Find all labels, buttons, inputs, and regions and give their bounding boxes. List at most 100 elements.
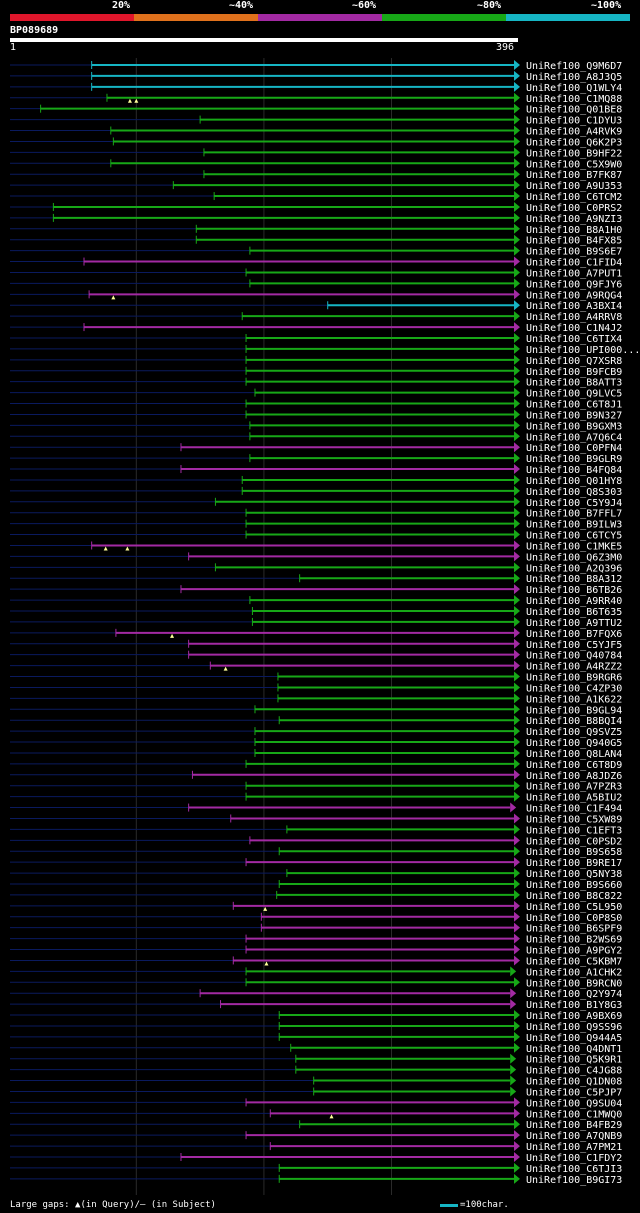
hit-row: UniRef100_Q5NY38 [10,868,622,880]
hit-label: UniRef100_B9RE17 [526,858,622,869]
hit-label: UniRef100_A7PM21 [526,1142,622,1153]
hit-label: UniRef100_B9RGR6 [526,673,622,684]
hit-label: UniRef100_B2WS69 [526,935,622,946]
hit-label: UniRef100_Q9SVZ5 [526,727,622,738]
hit-row: UniRef100_A2Q396 [10,562,622,574]
hit-row: UniRef100_Q9FJY6 [10,278,622,290]
hit-label: UniRef100_C1MWQ0 [526,1109,622,1120]
hit-label: UniRef100_C5PJP7 [526,1087,622,1098]
gap-marker [329,1114,334,1119]
hit-arrow [514,1010,520,1021]
legend-segment-3 [258,14,382,21]
hit-row: UniRef100_B6TB26 [10,584,622,596]
hit-arrow [514,824,520,835]
gap-marker [127,98,132,103]
hit-arrow [514,693,520,704]
hit-arrow [514,726,520,737]
hit-row: UniRef100_A7Q6C4 [10,431,622,443]
legend-label-20: 20% [112,0,131,11]
hit-row: UniRef100_B8C822 [10,889,622,902]
hit-arrow [510,1075,517,1086]
hit-arrow [514,879,520,889]
hit-label: UniRef100_Q9M6D7 [526,61,622,72]
hit-arrow [514,540,520,551]
hit-label: UniRef100_B6TB26 [526,585,622,596]
hit-arrow [514,92,520,103]
hit-row: UniRef100_Q8LAN4 [10,747,622,760]
hit-label: UniRef100_Q40784 [526,651,622,662]
ruler-start: 1 [10,42,17,53]
hit-arrow [514,234,520,245]
hit-row: UniRef100_C1MQ88 [10,92,622,105]
hit-label: UniRef100_Q9LVC5 [526,389,622,400]
hit-arrow [514,1162,520,1173]
hit-label: UniRef100_Q7XSR8 [526,356,622,367]
hit-label: UniRef100_A2Q396 [526,563,622,574]
hit-label: UniRef100_A9U353 [526,181,622,192]
hit-row: UniRef100_A9RR40 [10,595,622,607]
hit-label: UniRef100_C5XW89 [526,814,622,825]
hit-arrow [514,442,520,453]
hit-label: UniRef100_A5BIU2 [526,793,622,804]
hit-row: UniRef100_B9GI73 [10,1173,622,1186]
hit-row: UniRef100_C5L950 [10,900,622,913]
hit-label: UniRef100_Q940G5 [526,738,622,749]
hit-row: UniRef100_Q6Z3M0 [10,551,622,563]
hit-arrow [514,595,520,606]
hit-label: UniRef100_B9FCB9 [526,367,622,378]
hit-arrow [514,464,520,475]
query-id: BP089689 [10,25,59,36]
hit-row: UniRef100_A5BIU2 [10,791,622,804]
hit-arrow [514,606,520,616]
hit-label: UniRef100_C5X9W0 [526,159,622,170]
hit-row: UniRef100_C5KBM7 [10,955,622,967]
hit-arrow [510,1086,517,1097]
hit-label: UniRef100_Q01BE8 [526,105,622,116]
hit-label: UniRef100_A9RQG4 [526,290,622,301]
legend-segment-5 [506,14,630,21]
hit-row: UniRef100_Q01HY8 [10,474,622,487]
hit-label: UniRef100_A4RVK9 [526,127,622,138]
hit-arrow [514,529,520,540]
hit-row: UniRef100_B2WS69 [10,933,622,946]
hit-row: UniRef100_Q1DN08 [10,1075,622,1088]
hit-arrow [514,1119,520,1130]
hit-label: UniRef100_C1EFT3 [526,825,622,836]
hit-row: UniRef100_B9GXM3 [10,420,622,432]
hit-row: UniRef100_Q01BE8 [10,103,622,116]
hit-label: UniRef100_C6TJI3 [526,1164,622,1175]
hit-label: UniRef100_C0PFN4 [526,443,622,454]
hit-row: UniRef100_A7PZR3 [10,780,622,793]
hit-row: UniRef100_B9RGR6 [10,671,622,684]
hit-arrow [514,409,520,420]
gap-marker [170,633,175,638]
hit-label: UniRef100_B9RCN0 [526,978,622,989]
hit-row: UniRef100_B9HF22 [10,147,622,159]
hit-arrow [514,507,520,518]
hit-row: UniRef100_B6T635 [10,606,622,618]
hit-label: UniRef100_A7Q6C4 [526,432,622,443]
hit-arrow [514,704,520,715]
hit-label: UniRef100_B8A1H0 [526,225,622,236]
hit-row: UniRef100_C0PSD2 [10,835,622,847]
hit-row: UniRef100_C6TCY5 [10,529,622,542]
hit-label: UniRef100_C6TIX4 [526,334,622,345]
hit-row: UniRef100_A1CHK2 [10,966,622,978]
hit-row: UniRef100_C0PFN4 [10,442,622,454]
legend-segment-1 [10,14,134,21]
hit-label: UniRef100_C4JG88 [526,1066,622,1077]
hit-arrow [514,900,520,911]
hit-arrow [514,180,520,191]
hit-row: UniRef100_Q9SS96 [10,1020,622,1033]
hit-row: UniRef100_C1MKE5 [10,540,622,552]
hit-arrow [514,474,520,485]
hit-label: UniRef100_A1K622 [526,694,622,705]
hit-label: UniRef100_Q6Z3M0 [526,552,622,563]
large-gaps-legend: Large gaps: ▲(in Query)/– (in Subject) [10,1200,216,1210]
hit-row: UniRef100_Q8S303 [10,485,622,498]
hit-arrow [514,191,520,202]
hit-row: UniRef100_B9GL94 [10,704,622,716]
hit-row: UniRef100_B4FQ84 [10,464,622,476]
hit-row: UniRef100_B8A1H0 [10,223,622,236]
